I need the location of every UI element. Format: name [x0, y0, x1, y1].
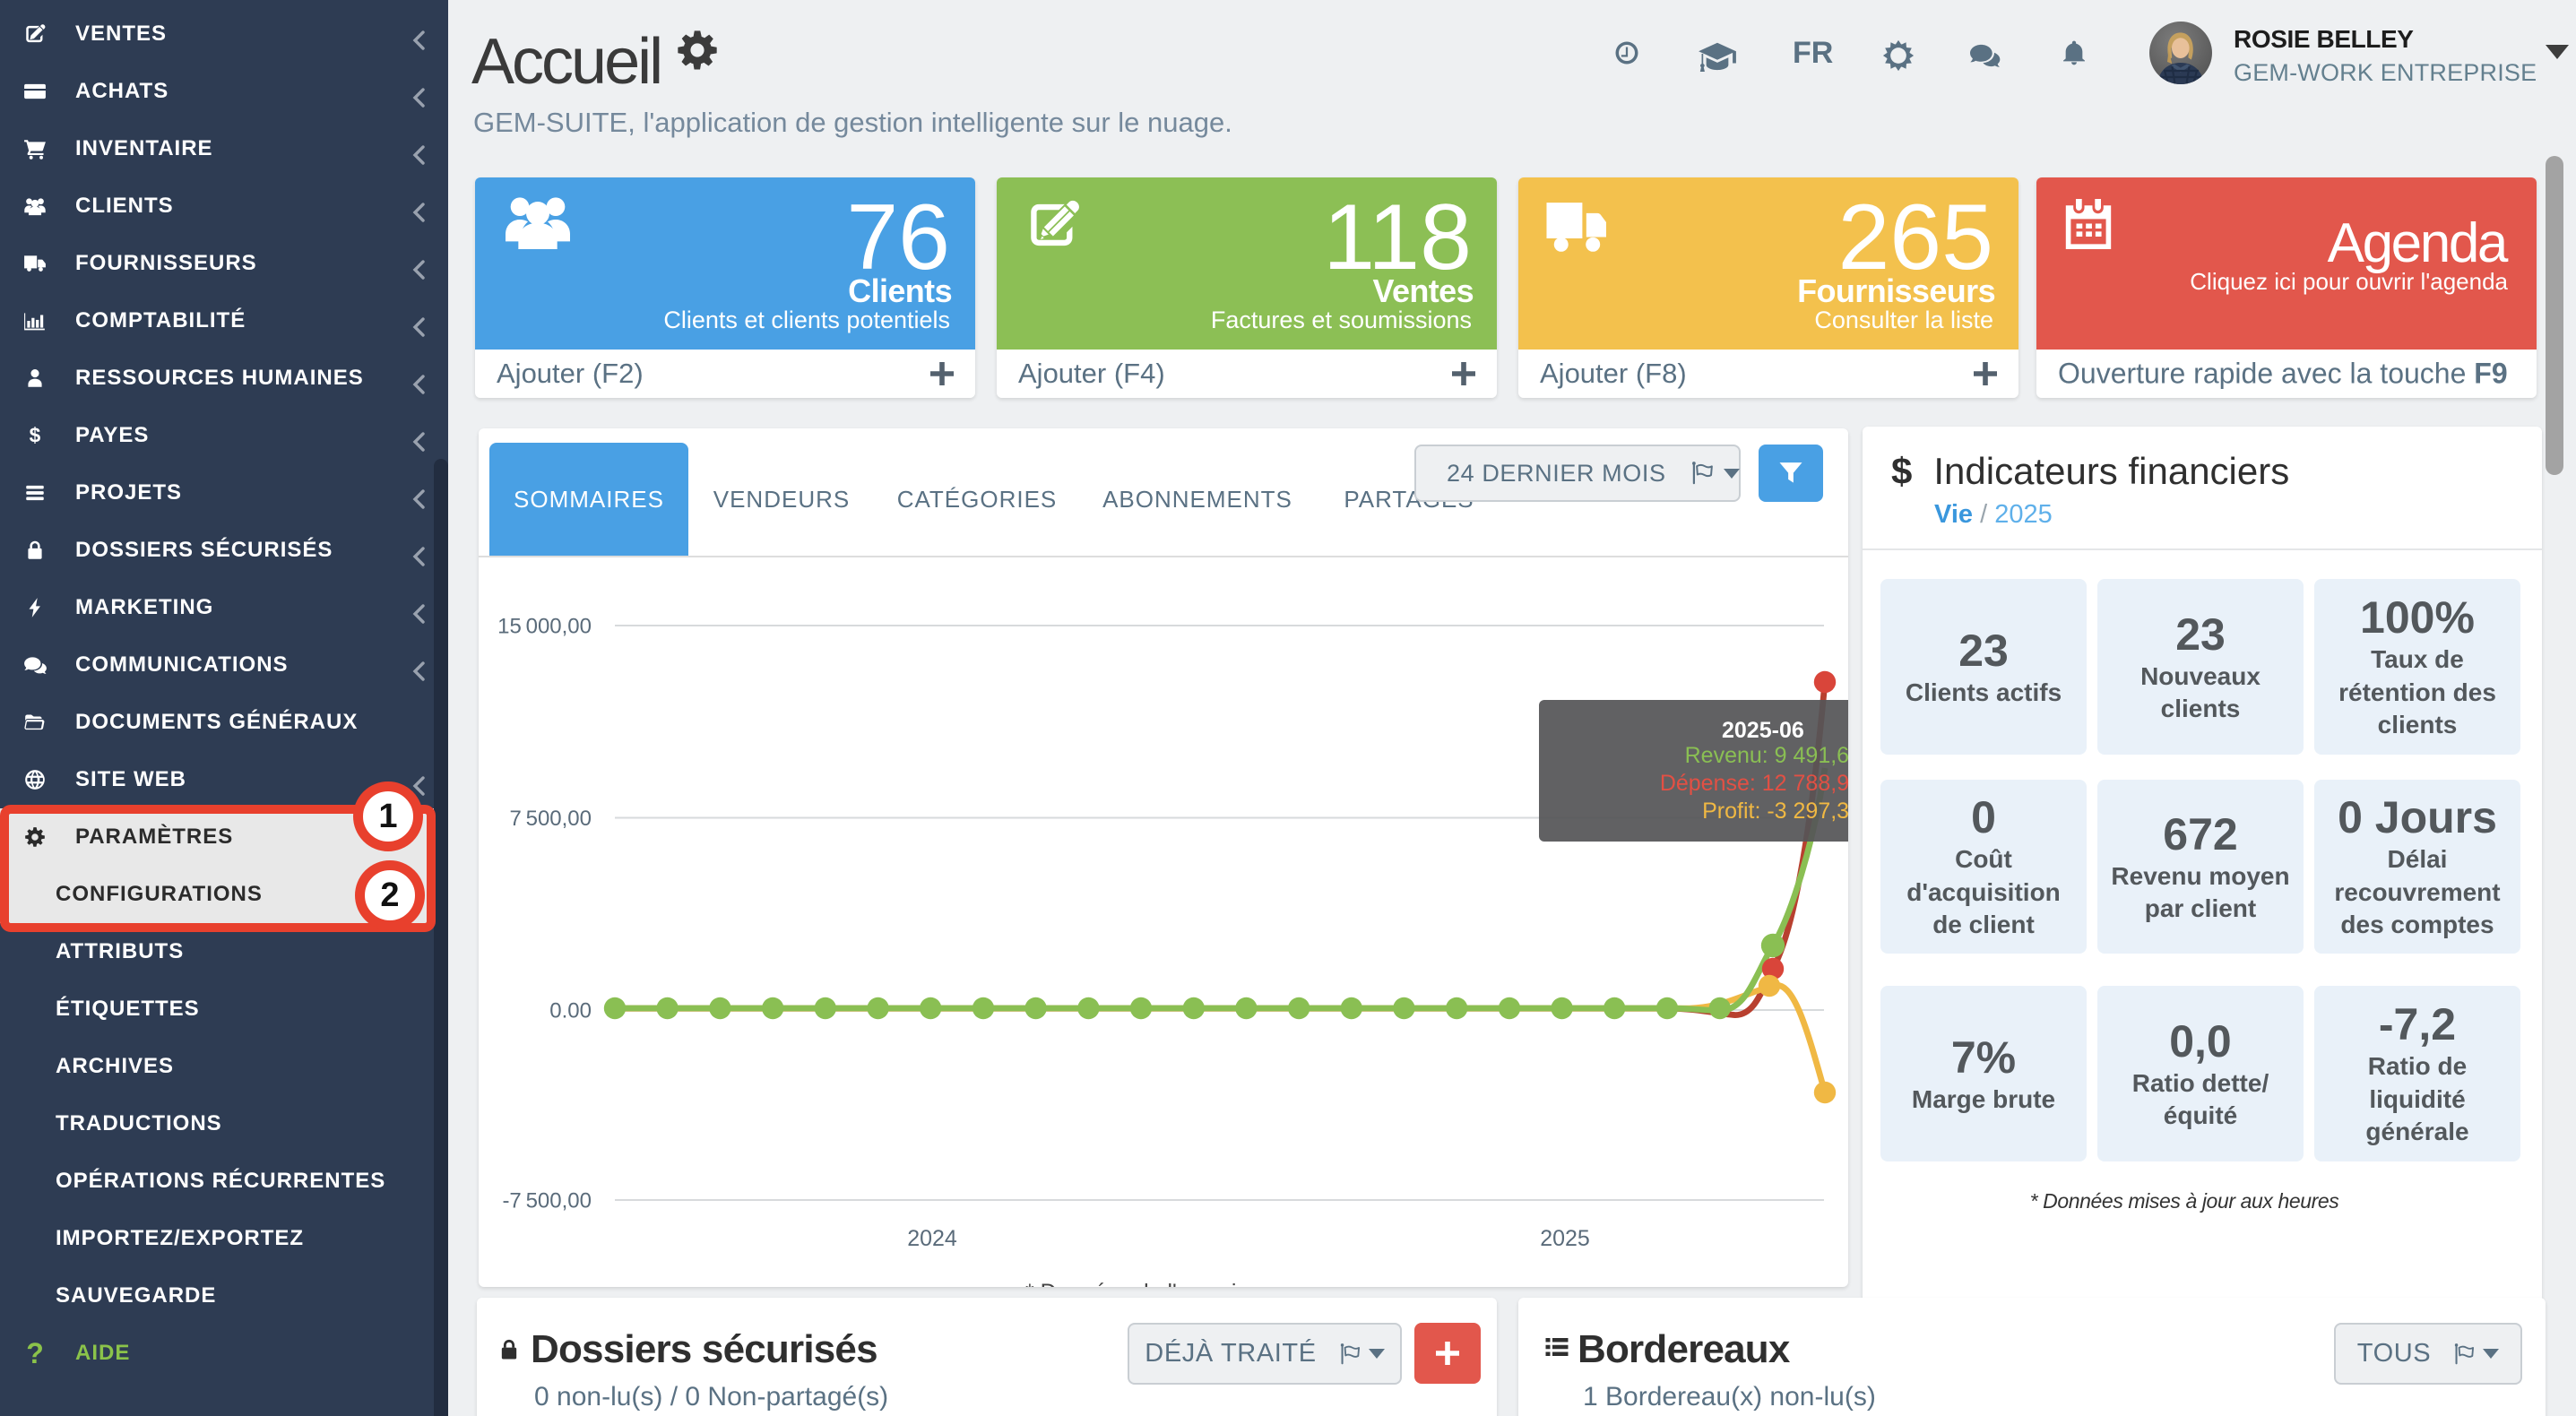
- svg-text:-7 500,00: -7 500,00: [502, 1188, 592, 1213]
- svg-text:7 500,00: 7 500,00: [509, 807, 592, 831]
- svg-text:2024: 2024: [907, 1226, 957, 1251]
- svg-text:2025: 2025: [1540, 1226, 1590, 1251]
- svg-text:0.00: 0.00: [549, 998, 592, 1023]
- svg-text:15 000,00: 15 000,00: [497, 614, 592, 638]
